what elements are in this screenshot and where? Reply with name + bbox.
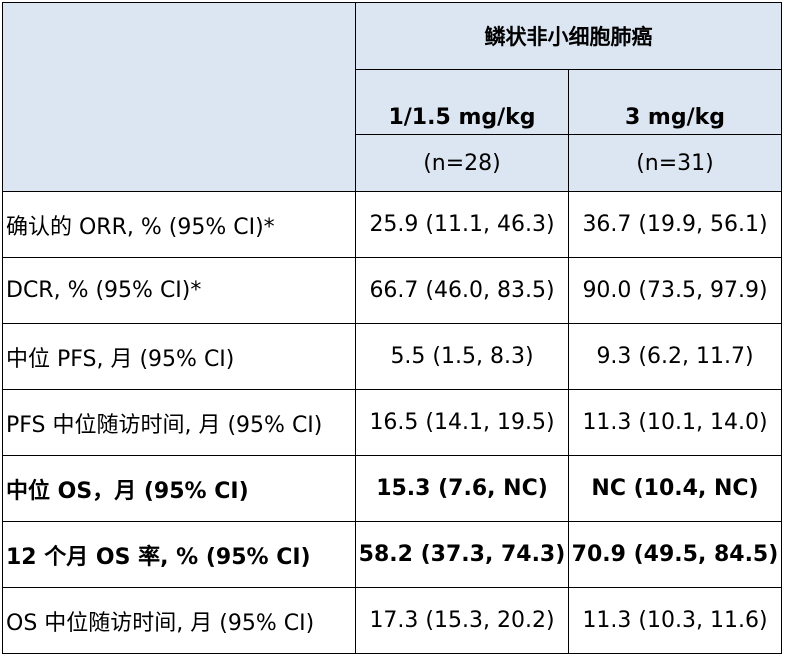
n-header-1: (n=28) (355, 134, 569, 192)
header-row-dose: 1/1.5 mg/kg 3 mg/kg (3, 69, 782, 135)
dose-header-2: 3 mg/kg (568, 69, 782, 135)
row-label: DCR, % (95% CI)* (2, 257, 356, 324)
row-label: PFS 中位随访时间, 月 (95% CI) (2, 389, 356, 456)
row-value-2: 36.7 (19.9, 56.1) (568, 191, 782, 258)
table-row: DCR, % (95% CI)* 66.7 (46.0, 83.5) 90.0 … (2, 257, 782, 324)
row-value-1: 16.5 (14.1, 19.5) (355, 389, 569, 456)
row-value-2: NC (10.4, NC) (568, 455, 782, 522)
table-row: 中位 PFS, 月 (95% CI) 5.5 (1.5, 8.3) 9.3 (6… (2, 323, 782, 390)
row-value-2: 11.3 (10.3, 11.6) (568, 587, 782, 654)
row-value-2: 70.9 (49.5, 84.5) (568, 521, 782, 588)
row-value-1: 15.3 (7.6, NC) (355, 455, 569, 522)
row-value-1: 58.2 (37.3, 74.3) (355, 521, 569, 588)
group-header: 鳞状非小细胞肺癌 (355, 2, 782, 70)
table-row: 12 个月 OS 率, % (95% CI) 58.2 (37.3, 74.3)… (2, 521, 782, 588)
row-label: 确认的 ORR, % (95% CI)* (2, 191, 356, 258)
results-table-container: 鳞状非小细胞肺癌 1/1.5 mg/kg 3 mg/kg (n=28) (n=3… (2, 2, 782, 654)
header-row-group: 鳞状非小细胞肺癌 (2, 2, 782, 192)
row-value-1: 5.5 (1.5, 8.3) (355, 323, 569, 390)
row-label: OS 中位随访时间, 月 (95% CI) (2, 587, 356, 654)
efficacy-results-table: 鳞状非小细胞肺癌 1/1.5 mg/kg 3 mg/kg (n=28) (n=3… (2, 2, 782, 654)
row-label: 中位 PFS, 月 (95% CI) (2, 323, 356, 390)
row-value-2: 9.3 (6.2, 11.7) (568, 323, 782, 390)
row-value-2: 11.3 (10.1, 14.0) (568, 389, 782, 456)
table-row: PFS 中位随访时间, 月 (95% CI) 16.5 (14.1, 19.5)… (2, 389, 782, 456)
table-row: OS 中位随访时间, 月 (95% CI) 17.3 (15.3, 20.2) … (2, 587, 782, 654)
row-value-1: 66.7 (46.0, 83.5) (355, 257, 569, 324)
row-label: 12 个月 OS 率, % (95% CI) (2, 521, 356, 588)
table-row: 中位 OS，月 (95% CI) 15.3 (7.6, NC) NC (10.4… (2, 455, 782, 522)
n-header-2: (n=31) (568, 134, 782, 192)
row-value-1: 17.3 (15.3, 20.2) (355, 587, 569, 654)
row-value-2: 90.0 (73.5, 97.9) (568, 257, 782, 324)
row-value-1: 25.9 (11.1, 46.3) (355, 191, 569, 258)
header-corner-cell (2, 2, 356, 192)
table-row: 确认的 ORR, % (95% CI)* 25.9 (11.1, 46.3) 3… (2, 191, 782, 258)
dose-header-1: 1/1.5 mg/kg (355, 69, 569, 135)
row-label: 中位 OS，月 (95% CI) (2, 455, 356, 522)
